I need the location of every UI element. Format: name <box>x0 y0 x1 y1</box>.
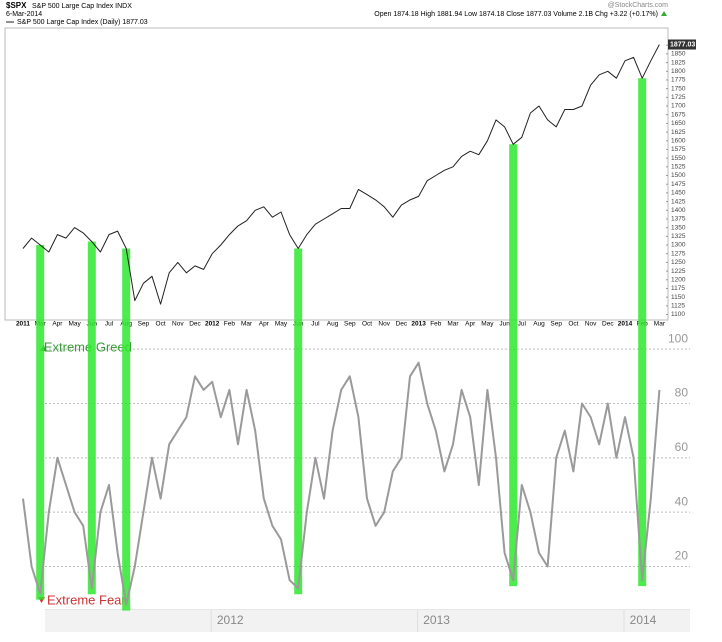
y-tick-label: 1275 <box>671 250 686 257</box>
x-tick-label: Oct <box>568 321 578 328</box>
highlight-bar <box>87 241 96 595</box>
y-tick-label: 1675 <box>671 111 686 118</box>
y-tick-label: 1550 <box>671 155 686 162</box>
x-tick-label: Feb <box>224 321 236 328</box>
y-tick-label: 1175 <box>671 285 685 292</box>
y-tick-label: 1350 <box>671 224 686 231</box>
x-tick-label: Sep <box>138 321 150 328</box>
x-tick-label: 2013 <box>423 613 450 627</box>
legend: S&P 500 Large Cap Index (Daily) 1877.03 <box>17 19 148 26</box>
credit: @StockCharts.com <box>608 2 669 9</box>
y-tick-label: 80 <box>675 386 689 400</box>
highlight-bar <box>638 78 647 587</box>
y-tick-label: 1575 <box>671 146 686 153</box>
x-tick-label: Feb <box>430 321 442 328</box>
x-tick-label: 2014 <box>618 321 633 328</box>
y-tick-label: 1375 <box>671 216 686 223</box>
top-panel <box>4 27 669 321</box>
y-tick-label: 1100 <box>671 311 685 318</box>
y-tick-label: 40 <box>675 494 689 508</box>
last-value-label: 1877.03 <box>670 41 695 48</box>
y-tick-label: 1475 <box>671 181 686 188</box>
y-tick-label: 1700 <box>671 103 686 110</box>
y-tick-label: 1325 <box>671 233 686 240</box>
x-tick-label: Jul <box>518 321 527 328</box>
y-tick-label: 1425 <box>671 198 686 205</box>
up-arrow <box>661 11 667 16</box>
y-tick-label: 1450 <box>671 190 686 197</box>
y-tick-label: 1625 <box>671 129 686 136</box>
x-tick-label: Sep <box>550 321 562 328</box>
x-tick-label: Mar <box>654 321 666 328</box>
x-tick-label: Nov <box>172 321 184 328</box>
x-tick-label: 2014 <box>630 613 657 627</box>
y-tick-label: 1725 <box>671 94 686 101</box>
x-tick-label: 2013 <box>411 321 426 328</box>
y-tick-label: 60 <box>675 440 689 454</box>
y-tick-label: 1125 <box>671 303 685 310</box>
y-tick-label: 1825 <box>671 59 686 66</box>
y-tick-label: 20 <box>675 549 689 563</box>
x-tick-label: May <box>481 321 494 328</box>
x-tick-label: Apr <box>259 321 270 328</box>
quote: Open 1874.18 High 1881.94 Low 1874.18 Cl… <box>374 11 658 18</box>
annotation: Extreme Fear <box>47 592 126 607</box>
x-tick-label: Sep <box>344 321 356 328</box>
highlight-bar <box>122 248 131 611</box>
x-tick-label: May <box>275 321 288 328</box>
x-tick-label: Dec <box>396 321 408 328</box>
last-value-box <box>668 39 696 50</box>
y-tick-label: 1600 <box>671 137 686 144</box>
x-tick-label: May <box>68 321 81 328</box>
y-tick-label: 1775 <box>671 77 686 84</box>
x-tick-label: Aug <box>327 321 339 328</box>
y-tick-label: 1150 <box>671 294 685 301</box>
y-tick-label: 1500 <box>671 172 686 179</box>
highlight-bar <box>509 144 518 587</box>
line <box>22 361 661 606</box>
y-tick-label: 1225 <box>671 268 686 275</box>
bottom-axis-band <box>45 610 690 632</box>
x-tick-label: Jul <box>105 321 114 328</box>
y-tick-label: 100 <box>668 331 688 345</box>
y-tick-label: 1250 <box>671 259 686 266</box>
x-tick-label: 2012 <box>217 613 244 627</box>
x-tick-label: Jul <box>311 321 320 328</box>
x-tick-label: 2011 <box>16 321 30 328</box>
highlight-bar <box>36 245 45 600</box>
x-tick-label: Mar <box>241 321 253 328</box>
date: 6-Mar-2014 <box>6 11 42 18</box>
y-tick-label: 1300 <box>671 242 686 249</box>
y-tick-label: 1650 <box>671 120 686 127</box>
highlight-bar <box>294 248 303 595</box>
y-tick-label: 1850 <box>671 51 686 58</box>
x-tick-label: Jun <box>499 321 510 328</box>
chart-title: S&P 500 Large Cap Index INDX <box>32 3 132 10</box>
y-tick-label: 1800 <box>671 68 686 75</box>
x-tick-label: Oct <box>156 321 166 328</box>
x-tick-label: Dec <box>602 321 614 328</box>
line <box>22 44 660 305</box>
x-tick-label: Apr <box>465 321 476 328</box>
x-tick-label: Mar <box>447 321 459 328</box>
y-tick-label: 1400 <box>671 207 686 214</box>
y-tick-label: 1525 <box>671 164 686 171</box>
symbol: $SPX <box>6 1 27 10</box>
x-tick-label: Nov <box>378 321 390 328</box>
y-tick-label: 1750 <box>671 85 686 92</box>
y-tick-label: 1200 <box>671 276 686 283</box>
x-tick-label: Apr <box>52 321 63 328</box>
x-tick-label: 2012 <box>205 321 220 328</box>
x-tick-label: Oct <box>362 321 372 328</box>
x-tick-label: Nov <box>585 321 597 328</box>
x-tick-label: Dec <box>189 321 201 328</box>
x-tick-label: Aug <box>533 321 545 328</box>
